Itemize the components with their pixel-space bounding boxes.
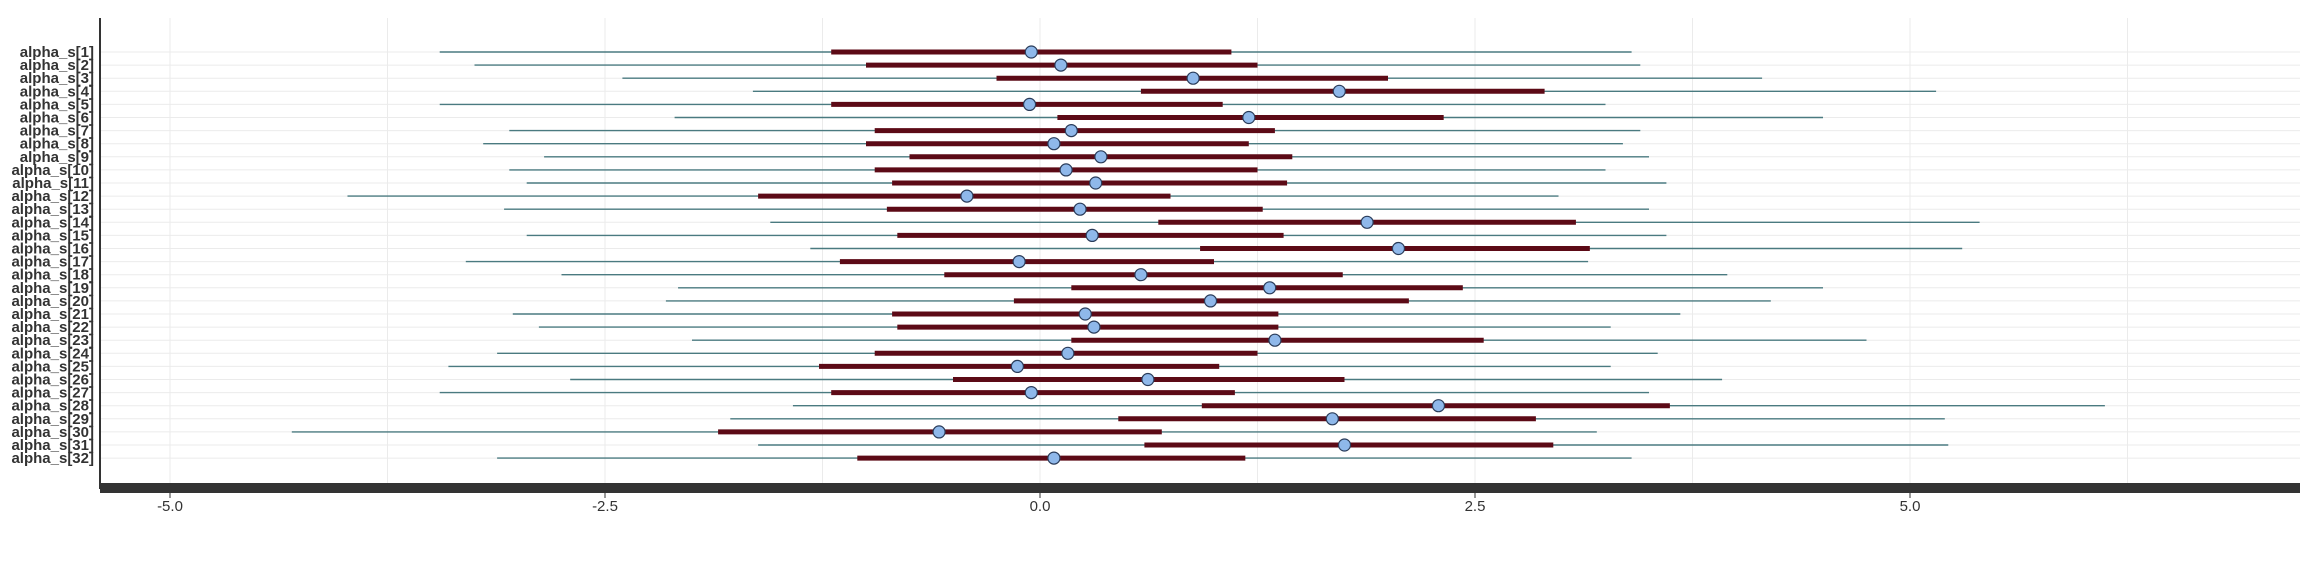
- point-estimate: [1024, 45, 1038, 59]
- x-tick-label: 2.5: [1465, 498, 1486, 515]
- point-estimate: [1242, 110, 1256, 125]
- x-axis-bar: [100, 483, 2300, 493]
- axes: [99, 18, 2300, 493]
- parameter-label: alpha_s[21]: [11, 306, 94, 323]
- point-estimate: [1089, 176, 1103, 190]
- parameter-labels: alpha_s[1]alpha_s[2]alpha_s[3]alpha_s[4]…: [11, 44, 94, 467]
- point-estimate: [1012, 255, 1026, 269]
- point-estimate: [1047, 451, 1061, 465]
- parameter-label: alpha_s[3]: [20, 70, 94, 87]
- parameter-label: alpha_s[20]: [11, 293, 94, 310]
- parameter-label: alpha_s[16]: [11, 241, 94, 258]
- parameter-label: alpha_s[17]: [11, 254, 94, 271]
- point-estimate: [960, 189, 974, 203]
- parameter-label: alpha_s[22]: [11, 319, 94, 336]
- point-estimate: [1087, 320, 1101, 334]
- parameter-label: alpha_s[23]: [11, 332, 94, 349]
- parameter-label: alpha_s[13]: [11, 201, 94, 218]
- parameter-label: alpha_s[30]: [11, 424, 94, 441]
- parameter-label: alpha_s[27]: [11, 385, 94, 402]
- parameter-label: alpha_s[12]: [11, 188, 94, 205]
- parameter-label: alpha_s[10]: [11, 162, 94, 179]
- point-estimate: [1078, 307, 1092, 321]
- x-tick-label: 0.0: [1030, 498, 1051, 515]
- point-estimates: [932, 45, 1446, 465]
- parameter-label: alpha_s[14]: [11, 214, 94, 231]
- parameter-label: alpha_s[5]: [20, 96, 94, 113]
- point-estimate: [1431, 399, 1446, 413]
- point-estimate: [1186, 71, 1200, 85]
- parameter-label: alpha_s[4]: [20, 83, 94, 100]
- point-estimate: [932, 425, 946, 439]
- point-estimate: [1024, 386, 1038, 400]
- point-estimate: [1059, 163, 1073, 177]
- parameter-label: alpha_s[6]: [20, 110, 94, 127]
- parameter-label: alpha_s[31]: [11, 437, 94, 454]
- point-estimate: [1391, 241, 1406, 256]
- parameter-label: alpha_s[28]: [11, 398, 94, 415]
- point-estimate: [1360, 215, 1374, 229]
- point-estimate: [1268, 333, 1282, 347]
- x-tick-labels: -5.0 -2.5 0.0 2.5 5.0: [157, 493, 1920, 515]
- x-tick-label: -5.0: [157, 498, 183, 515]
- parameter-label: alpha_s[25]: [11, 358, 94, 375]
- inner-intervals: [718, 49, 1670, 461]
- parameter-label: alpha_s[24]: [11, 345, 94, 362]
- point-estimate: [1047, 137, 1061, 151]
- parameter-label: alpha_s[29]: [11, 411, 94, 428]
- parameter-label: alpha_s[11]: [12, 175, 94, 192]
- parameter-label: alpha_s[18]: [11, 267, 94, 284]
- point-estimate: [1337, 438, 1352, 452]
- point-estimate: [1010, 359, 1024, 373]
- point-estimate: [1064, 124, 1078, 138]
- point-estimate: [1022, 97, 1037, 112]
- point-estimate: [1073, 202, 1087, 216]
- x-tick-label: -2.5: [592, 498, 618, 515]
- point-estimate: [1085, 228, 1099, 242]
- point-estimate: [1263, 281, 1277, 295]
- point-estimate: [1325, 412, 1339, 426]
- grid-lines: [100, 18, 2300, 483]
- point-estimate: [1332, 84, 1346, 98]
- parameter-label: alpha_s[1]: [20, 44, 94, 61]
- parameter-label: alpha_s[9]: [20, 149, 94, 166]
- parameter-label: alpha_s[26]: [11, 372, 94, 389]
- parameter-label: alpha_s[19]: [11, 280, 94, 297]
- point-estimate: [1203, 294, 1218, 308]
- point-estimate: [1134, 268, 1148, 282]
- outer-intervals: [291, 51, 2105, 459]
- parameter-label: alpha_s[32]: [11, 450, 94, 467]
- parameter-label: alpha_s[8]: [20, 136, 94, 153]
- parameter-label: alpha_s[2]: [20, 57, 94, 74]
- point-estimate: [1061, 346, 1075, 360]
- point-estimate: [1054, 58, 1068, 72]
- parameter-label: alpha_s[7]: [20, 123, 94, 140]
- x-tick-label: 5.0: [1900, 498, 1921, 515]
- parameter-label: alpha_s[15]: [11, 227, 94, 244]
- point-estimate: [1094, 150, 1108, 164]
- point-estimate: [1141, 372, 1155, 387]
